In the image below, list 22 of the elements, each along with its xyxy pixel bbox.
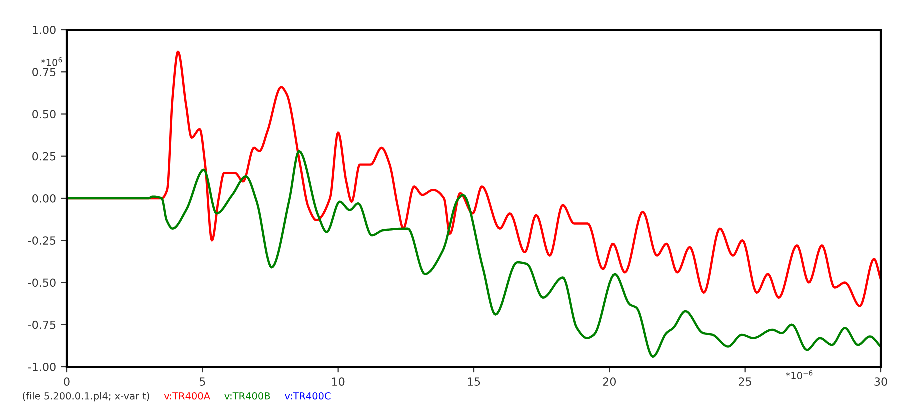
x-tick-label: 0 xyxy=(64,378,70,386)
x-tick-label: 30 xyxy=(874,378,888,386)
x-tick-label: 20 xyxy=(603,378,616,386)
y-tick-label: -0.25 xyxy=(28,236,56,246)
x-tick-label: 25 xyxy=(739,378,752,386)
legend-label: v:TR400C xyxy=(285,392,331,400)
x-tick-label: 10 xyxy=(332,378,345,386)
text: v:TR400B xyxy=(224,392,270,400)
x-tick-label: 15 xyxy=(468,378,480,386)
y-tick-label: 1.00 xyxy=(33,26,56,34)
y-tick-label: 0.75 xyxy=(32,68,56,77)
y-tick-label: -1.00 xyxy=(28,362,56,372)
y-tick-label: -0.50 xyxy=(28,278,56,288)
y-axis-title: *10$^{6}$ xyxy=(41,58,62,66)
x-tick-label: 5 xyxy=(200,378,206,386)
y-tick-label: 0.00 xyxy=(32,194,56,203)
text: (file 5.200.0.1.pl4; x-var t) xyxy=(23,392,150,402)
text: v:TR400A xyxy=(164,392,210,400)
y-tick-label: 0.25 xyxy=(32,152,56,161)
x-axis-title: *10$^{−6}$ xyxy=(786,370,813,380)
y-tick-label: 0.50 xyxy=(32,110,56,119)
y-tick-label: -0.75 xyxy=(28,320,56,330)
